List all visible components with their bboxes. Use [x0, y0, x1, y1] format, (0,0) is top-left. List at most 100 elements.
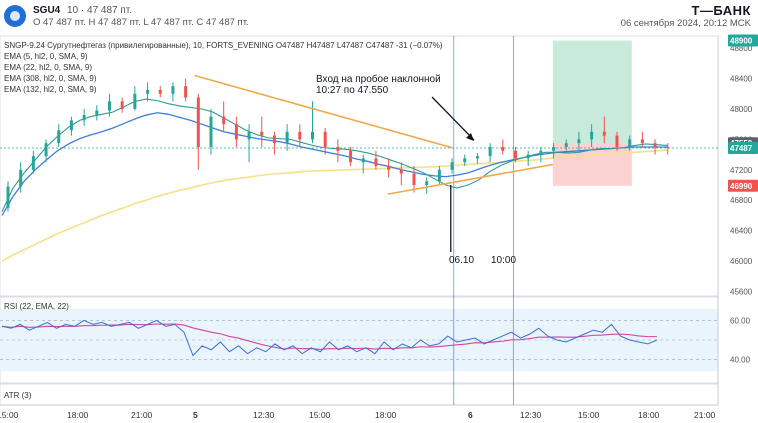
candle-body[interactable] [475, 156, 479, 159]
time-tick-label: 15:00 [309, 410, 331, 420]
price-badge [728, 34, 758, 47]
vertical-time-label: 10:00 [491, 255, 517, 266]
candle-body[interactable] [387, 166, 391, 170]
rsi-band [0, 309, 718, 371]
price-badge-label: 48900 [730, 37, 753, 46]
candle-body[interactable] [272, 135, 276, 144]
time-tick-label: 18:00 [638, 410, 660, 420]
header-datetime: 06 сентября 2024, 20:12 MCK [620, 18, 751, 29]
candle-body[interactable] [222, 116, 226, 125]
vertical-date-label: 06.10 [449, 255, 475, 266]
price-tick-label: 46400 [730, 227, 753, 236]
candle-body[interactable] [234, 124, 238, 140]
candle-body[interactable] [463, 158, 467, 163]
candle-body[interactable] [450, 162, 454, 170]
candle-body[interactable] [19, 169, 23, 187]
candle-body[interactable] [133, 93, 137, 109]
price-tick-label: 48000 [730, 105, 753, 114]
price-tick-label: 47200 [730, 166, 753, 175]
candle-body[interactable] [552, 146, 556, 151]
atr-legend[interactable]: ATR (3) [4, 391, 32, 400]
candle-body[interactable] [158, 89, 162, 94]
candle-body[interactable] [120, 101, 124, 109]
candle-body[interactable] [69, 120, 73, 131]
candle-body[interactable] [412, 173, 416, 186]
legend-ema-5[interactable]: EMA (5, hl2, 0, SMA, 9) [4, 52, 88, 61]
ohlc-values: O 47 487 пт. H 47 487 пт. L 47 487 пт. C… [33, 17, 249, 28]
time-tick-label: 12:30 [520, 410, 542, 420]
price-tick-label: 48400 [730, 75, 753, 84]
candle-body[interactable] [590, 131, 594, 140]
time-tick-label: 5 [193, 410, 198, 420]
candle-body[interactable] [425, 181, 429, 186]
candle-body[interactable] [577, 139, 581, 144]
price-badge-label: 47487 [730, 144, 753, 153]
candle-body[interactable] [437, 169, 441, 182]
rsi-tick-label: 40.00 [730, 356, 751, 365]
legend-title: SNGP-9.24 Сургутнефтегаз (привилегирован… [4, 41, 443, 50]
candle-body[interactable] [209, 116, 213, 147]
candle-body[interactable] [298, 131, 302, 140]
candle-body[interactable] [171, 86, 175, 94]
candle-body[interactable] [399, 169, 403, 174]
candle-body[interactable] [653, 143, 657, 147]
candle-body[interactable] [361, 158, 365, 163]
candle-body[interactable] [374, 158, 378, 166]
candle-body[interactable] [146, 89, 150, 94]
candle-body[interactable] [196, 97, 200, 147]
candle-body[interactable] [539, 150, 543, 155]
annotation-arrowhead [466, 133, 474, 141]
ema-132-line [1, 149, 668, 262]
candle-body[interactable] [44, 143, 48, 157]
candle-body[interactable] [31, 156, 35, 170]
candle-body[interactable] [513, 150, 517, 159]
ticker-symbol[interactable]: SGU4 [33, 5, 61, 16]
candle-body[interactable] [602, 131, 606, 136]
time-tick-label: 21:00 [131, 410, 153, 420]
candle-body[interactable] [336, 146, 340, 151]
rsi-ma-line [1, 323, 657, 350]
ema-5-line [1, 98, 668, 212]
candle-body[interactable] [666, 146, 670, 148]
rsi-line [1, 319, 658, 357]
candle-body[interactable] [349, 150, 353, 163]
take-profit-zone[interactable] [552, 40, 632, 144]
time-tick-label: 18:00 [375, 410, 397, 420]
trendline-upper[interactable] [194, 74, 453, 149]
time-tick-label: 15:00 [0, 410, 19, 420]
annotation-arrow [431, 96, 475, 141]
candle-body[interactable] [628, 139, 632, 147]
candle-body[interactable] [501, 146, 505, 151]
candle-body[interactable] [57, 130, 61, 144]
time-tick-label: 12:30 [253, 410, 275, 420]
candle-body[interactable] [640, 139, 644, 144]
time-tick-label: 21:00 [694, 410, 716, 420]
candle-body[interactable] [6, 186, 10, 208]
candle-body[interactable] [526, 154, 530, 159]
time-tick-label: 18:00 [67, 410, 89, 420]
candle-body[interactable] [107, 101, 111, 111]
legend-ema-132[interactable]: EMA (132, hl2, 0, SMA, 9) [4, 85, 97, 94]
price-badge-label: 46990 [730, 182, 753, 191]
candle-body[interactable] [95, 110, 99, 116]
rsi-legend[interactable]: RSI (22, EMA, 22) [4, 302, 69, 311]
annotation-line-2: 10:27 по 47.550 [316, 85, 389, 96]
candle-body[interactable] [184, 86, 188, 98]
candle-body[interactable] [285, 131, 289, 144]
price-tick-label: 48800 [730, 44, 753, 53]
rsi-tick-label: 60.00 [730, 316, 751, 325]
legend-ema-308[interactable]: EMA (308, hl2, 0, SMA, 9) [4, 74, 97, 83]
candle-body[interactable] [260, 131, 264, 136]
candle-body[interactable] [82, 115, 86, 121]
legend-ema-22[interactable]: EMA (22, hl2, 0, SMA, 9) [4, 63, 93, 72]
candle-body[interactable] [310, 131, 314, 140]
candle-body[interactable] [323, 131, 327, 147]
candle-body[interactable] [247, 131, 251, 140]
candle-body[interactable] [488, 146, 492, 157]
price-tick-label: 46000 [730, 257, 753, 266]
trendline-lower[interactable] [387, 163, 554, 195]
candle-body[interactable] [615, 135, 619, 147]
ticker-interval: 10 · 47 487 пт. [67, 5, 133, 16]
candle-body[interactable] [564, 143, 568, 147]
